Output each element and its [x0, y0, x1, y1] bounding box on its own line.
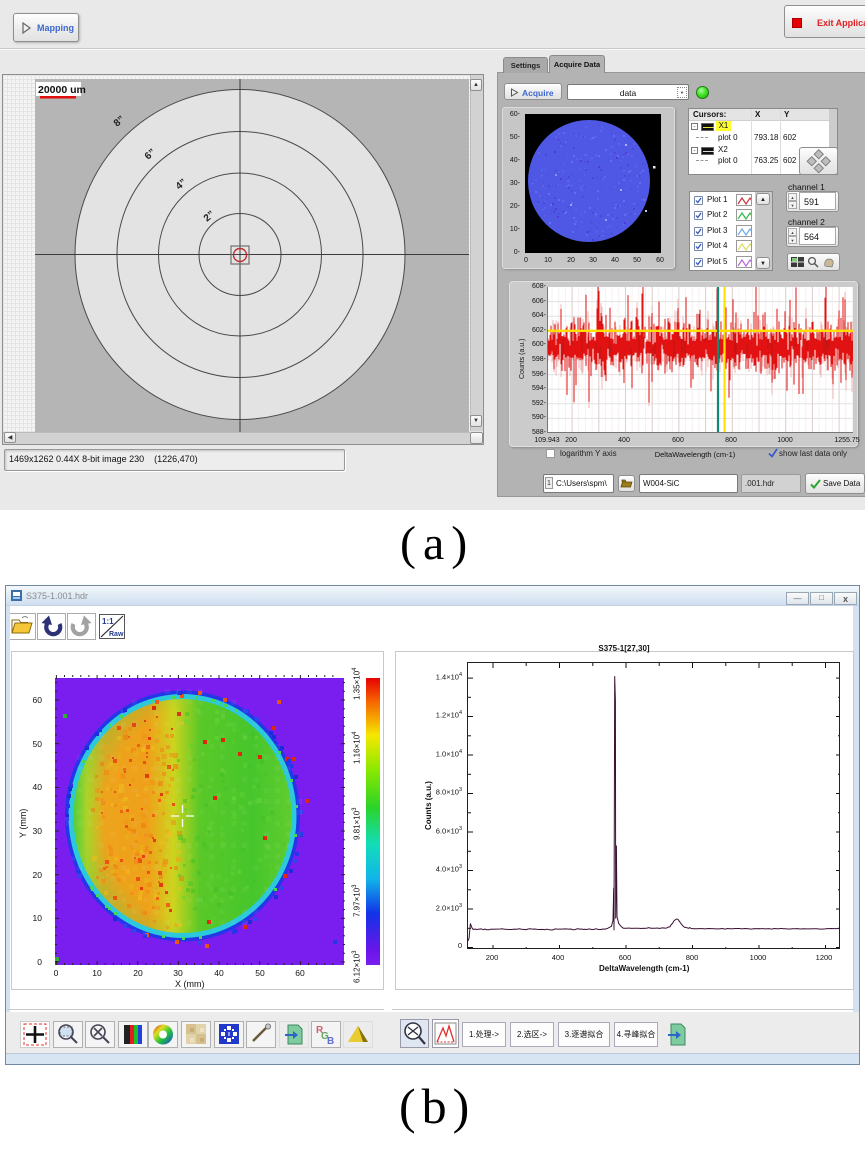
svg-text:8”: 8” — [112, 114, 127, 129]
svg-text:B: B — [327, 1036, 334, 1047]
svg-text:G: G — [321, 1031, 329, 1042]
svg-text:R: R — [316, 1025, 324, 1036]
svg-text:20000 um: 20000 um — [38, 84, 86, 96]
svg-text:1:1: 1:1 — [102, 617, 114, 626]
svg-text:Raw: Raw — [109, 631, 124, 638]
